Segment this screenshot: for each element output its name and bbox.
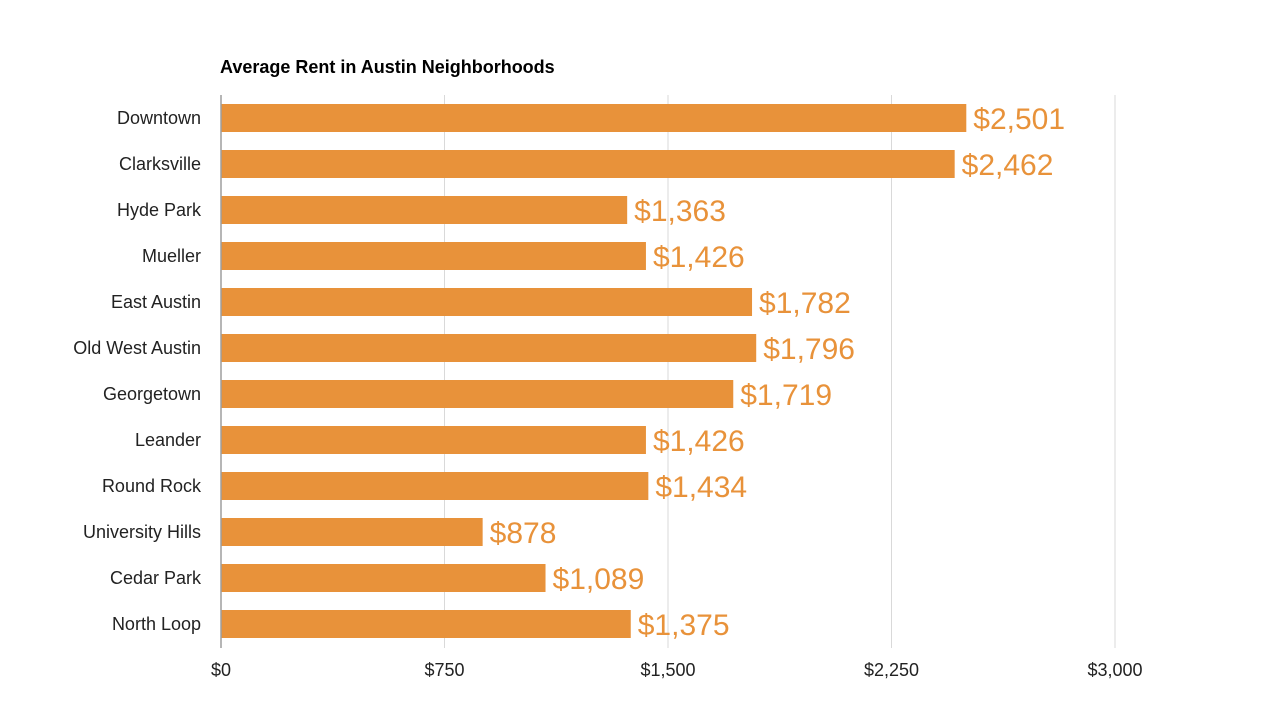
chart-title: Average Rent in Austin Neighborhoods (220, 57, 555, 77)
category-label: North Loop (112, 614, 201, 634)
data-label: $878 (490, 517, 557, 550)
data-label: $1,782 (759, 287, 851, 320)
data-label: $1,434 (655, 471, 747, 504)
data-label: $2,462 (962, 149, 1054, 182)
grid-layer (444, 95, 1116, 648)
x-tick-label: $750 (424, 660, 464, 680)
category-label: Round Rock (102, 476, 202, 496)
category-label: Mueller (142, 246, 201, 266)
bar (221, 196, 628, 224)
bar (221, 104, 967, 132)
label-layer: Downtown $2,501 Clarksville $2,462 Hyde Park… (73, 103, 1065, 642)
category-label: Clarksville (119, 154, 201, 174)
x-tick-label: $3,000 (1087, 660, 1142, 680)
data-label: $1,719 (740, 379, 832, 412)
category-label: Leander (135, 430, 201, 450)
bar (221, 334, 757, 362)
data-label: $1,375 (638, 609, 730, 642)
category-label: East Austin (111, 292, 201, 312)
data-label: $1,796 (763, 333, 855, 366)
x-tick-label: $0 (211, 660, 231, 680)
category-label: Cedar Park (110, 568, 202, 588)
bar (221, 288, 753, 316)
category-label: Hyde Park (117, 200, 202, 220)
category-label: Georgetown (103, 384, 201, 404)
category-label: Downtown (117, 108, 201, 128)
data-label: $2,501 (973, 103, 1065, 136)
bar (221, 472, 649, 500)
bar (221, 426, 646, 454)
data-label: $1,089 (553, 563, 645, 596)
bar (221, 380, 734, 408)
category-label: University Hills (83, 522, 201, 542)
bar (221, 150, 955, 178)
data-label: $1,426 (653, 241, 745, 274)
bar-layer (221, 104, 967, 638)
data-label: $1,426 (653, 425, 745, 458)
bar (221, 518, 483, 546)
bar (221, 242, 646, 270)
axis-layer: $0 $750 $1,500 $2,250 $3,000 (211, 95, 1143, 680)
bar (221, 564, 546, 592)
x-tick-label: $2,250 (864, 660, 919, 680)
category-label: Old West Austin (73, 338, 201, 358)
x-tick-label: $1,500 (640, 660, 695, 680)
bar (221, 610, 631, 638)
data-label: $1,363 (634, 195, 726, 228)
